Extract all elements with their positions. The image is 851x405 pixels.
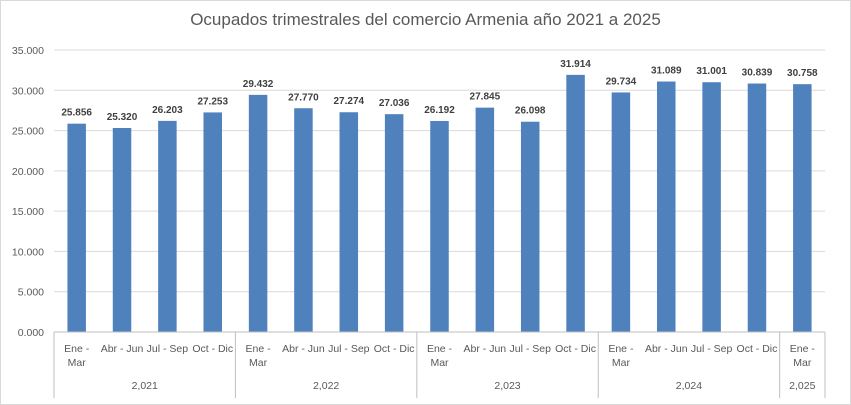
x-tick-label: Ene -Mar xyxy=(790,343,816,369)
x-tick-label: Oct - Dic xyxy=(555,343,596,355)
x-tick-label: Jul - Sep xyxy=(509,343,551,355)
chart-title: Ocupados trimestrales del comercio Armen… xyxy=(190,10,661,29)
data-label: 30.758 xyxy=(787,68,818,79)
x-tick-label: Abr - Jun xyxy=(282,343,325,355)
x-tick-label: Jul - Sep xyxy=(328,343,370,355)
x-tick-label: Oct - Dic xyxy=(374,343,415,355)
bar xyxy=(520,121,540,332)
x-tick-label: Abr - Jun xyxy=(464,343,507,355)
y-tick-label: 20.000 xyxy=(12,166,44,178)
x-group-label: 2,025 xyxy=(789,380,815,392)
x-tick-label: Jul - Sep xyxy=(147,343,189,355)
y-tick-label: 35.000 xyxy=(12,45,44,57)
y-tick-label: 25.000 xyxy=(12,126,44,138)
bar xyxy=(112,127,132,333)
bar xyxy=(702,82,721,332)
bars xyxy=(67,74,812,333)
x-tick-label: Ene -Mar xyxy=(246,343,272,369)
x-group-label: 2,021 xyxy=(132,380,158,392)
data-label: 26.192 xyxy=(424,105,455,116)
bar xyxy=(248,94,268,332)
data-label: 31.001 xyxy=(696,66,727,77)
x-group-label: 2,024 xyxy=(676,380,702,392)
data-label: 31.089 xyxy=(651,66,682,77)
x-tick-label: Abr - Jun xyxy=(645,343,688,355)
data-label: 27.770 xyxy=(288,92,319,103)
data-labels: 25.856 25.320 26.203 27.253 29.432 27.770 27.2… xyxy=(61,59,818,123)
x-tick-label: Jul - Sep xyxy=(691,343,733,355)
data-label: 27.845 xyxy=(470,92,501,103)
bar xyxy=(475,107,495,332)
x-tick-label: Oct - Dic xyxy=(192,343,233,355)
x-tick-label: Oct - Dic xyxy=(737,343,778,355)
bar xyxy=(67,123,86,332)
data-label: 29.734 xyxy=(606,76,637,87)
y-tick-label: 5.000 xyxy=(18,287,44,299)
bar xyxy=(339,112,359,333)
data-label: 26.203 xyxy=(152,105,183,116)
y-tick-label: 0.000 xyxy=(18,327,44,339)
y-axis: 0.000 5.000 10.000 15.000 20.000 25.000 30.000… xyxy=(12,45,44,339)
bar xyxy=(793,84,812,332)
bar xyxy=(203,112,222,332)
data-label: 27.036 xyxy=(379,98,410,109)
bar xyxy=(158,120,177,332)
x-tick-label: Ene -Mar xyxy=(427,343,453,369)
x-group-label: 2,022 xyxy=(313,380,339,392)
x-group-label: 2,023 xyxy=(494,380,520,392)
bar xyxy=(384,114,404,332)
y-tick-label: 15.000 xyxy=(12,206,44,218)
bar xyxy=(747,83,767,332)
bar xyxy=(657,81,676,333)
data-label: 25.856 xyxy=(61,108,92,119)
data-label: 27.253 xyxy=(197,96,228,107)
bar xyxy=(430,120,449,332)
data-label: 25.320 xyxy=(107,112,138,123)
y-tick-label: 30.000 xyxy=(12,85,44,97)
data-label: 31.914 xyxy=(560,59,591,70)
data-label: 30.839 xyxy=(742,68,773,79)
data-label: 29.432 xyxy=(243,79,274,90)
x-tick-label: Abr - Jun xyxy=(101,343,144,355)
bar xyxy=(611,92,631,332)
bar xyxy=(566,74,585,332)
x-tick-label: Ene -Mar xyxy=(64,343,90,369)
y-tick-label: 10.000 xyxy=(12,246,44,258)
x-tick-label: Ene -Mar xyxy=(608,343,634,369)
data-label: 27.274 xyxy=(333,96,364,107)
data-label: 26.098 xyxy=(515,106,546,117)
bar xyxy=(294,108,313,332)
